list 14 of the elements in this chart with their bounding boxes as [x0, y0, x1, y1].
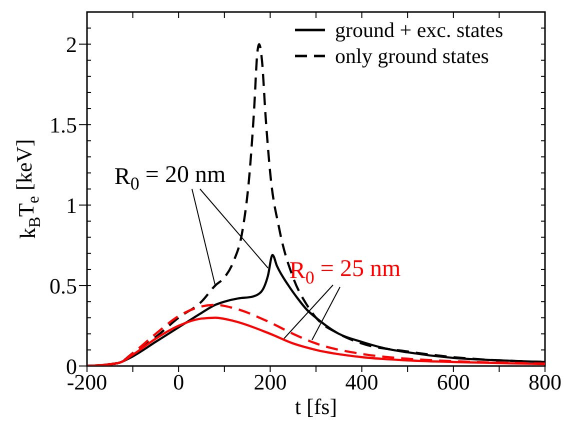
- y-tick-label: 1: [66, 192, 77, 218]
- x-tick-label: 0: [173, 370, 184, 395]
- y-tick-label: 0.5: [50, 273, 77, 298]
- x-tick-label: 400: [345, 370, 378, 395]
- x-tick-label: 200: [254, 370, 287, 395]
- y-tick-label: 2: [66, 32, 77, 57]
- x-axis-title: t [fs]: [294, 394, 338, 419]
- legend-label: ground + exc. states: [335, 18, 504, 42]
- annotation: R$_{0}$ = 25 nm: [289, 256, 401, 288]
- legend-label: only ground states: [335, 44, 489, 68]
- x-tick-label: 600: [436, 370, 470, 395]
- y-tick-label: 1.5: [50, 112, 77, 138]
- x-tick-label: 800: [528, 370, 562, 395]
- annotation: R$_{0}$ = 20 nm: [114, 162, 226, 194]
